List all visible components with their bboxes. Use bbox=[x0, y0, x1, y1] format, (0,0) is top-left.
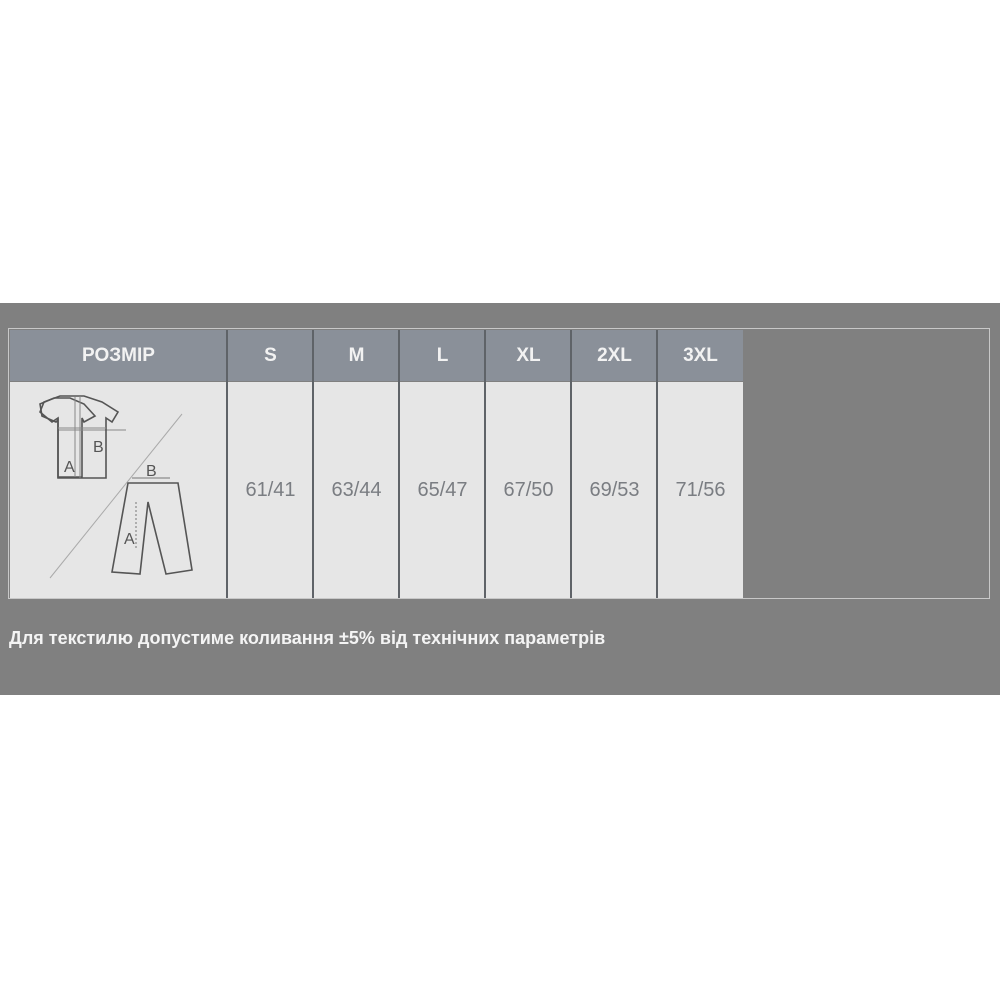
garment-diagram: A B A B bbox=[10, 382, 227, 598]
header-size-2xl: 2XL bbox=[572, 330, 657, 381]
value-xl: 67/50 bbox=[486, 382, 571, 598]
header-size-3xl: 3XL bbox=[658, 330, 743, 381]
column-divider bbox=[484, 330, 486, 598]
header-size-xl: XL bbox=[486, 330, 571, 381]
tolerance-note: Для текстилю допустиме коливання ±5% від… bbox=[9, 628, 606, 648]
pants-label-a: A bbox=[124, 531, 135, 548]
value-3xl: 71/56 bbox=[658, 382, 743, 598]
value-s: 61/41 bbox=[228, 382, 313, 598]
value-m: 63/44 bbox=[314, 382, 399, 598]
header-size-label: РОЗМІР bbox=[10, 330, 227, 381]
header-size-l: L bbox=[400, 330, 485, 381]
column-divider bbox=[398, 330, 400, 598]
column-divider bbox=[656, 330, 658, 598]
column-divider bbox=[570, 330, 572, 598]
table-frame bbox=[8, 328, 990, 599]
pants-label-b: B bbox=[146, 463, 157, 480]
shirt-pants-measurement-icon: A B A B bbox=[39, 395, 193, 579]
shirt-label-b: B bbox=[93, 439, 104, 456]
value-l: 65/47 bbox=[400, 382, 485, 598]
shirt-label-a: A bbox=[64, 459, 75, 476]
header-size-s: S bbox=[228, 330, 313, 381]
header-size-m: M bbox=[314, 330, 399, 381]
column-divider bbox=[312, 330, 314, 598]
value-2xl: 69/53 bbox=[572, 382, 657, 598]
column-divider bbox=[226, 330, 228, 598]
